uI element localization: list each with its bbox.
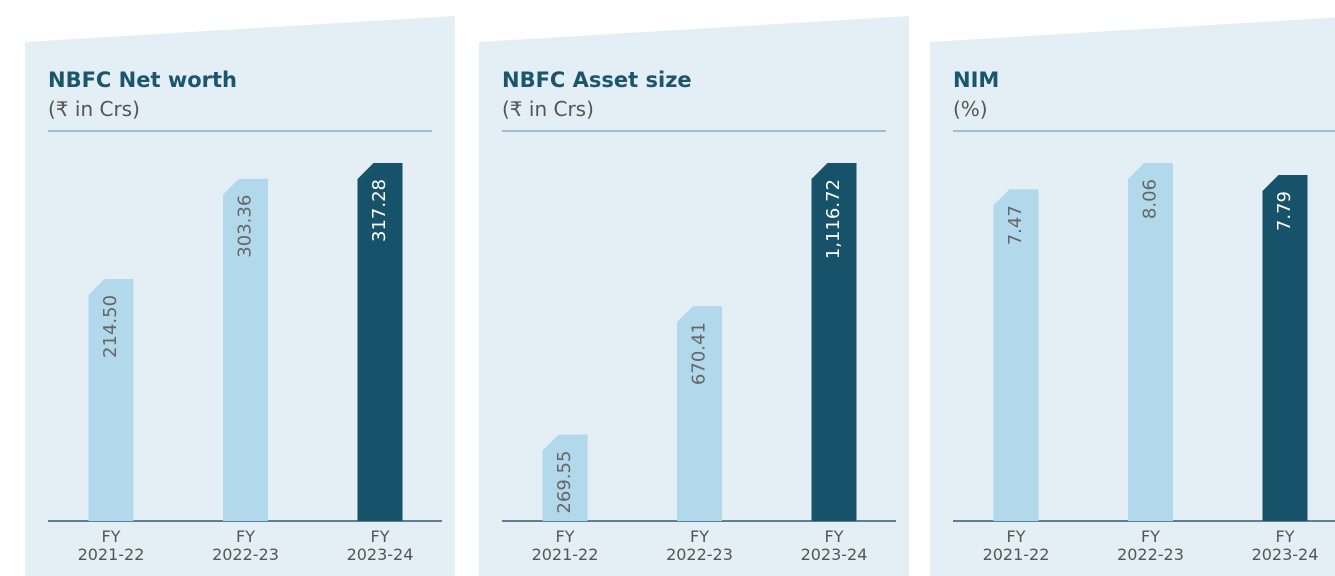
value-label: 269.55 [554,451,575,514]
value-label: 1,116.72 [823,179,844,259]
bar [677,306,722,521]
chart-title: NBFC Net worth [48,68,237,92]
chart-title: NBFC Asset size [502,68,692,92]
x-tick-label: FY 2022-23 [666,527,733,564]
value-label: 303.36 [235,195,256,258]
bar [223,178,268,521]
chart-subtitle: (₹ in Crs) [502,97,594,121]
bar [1128,163,1173,521]
bar [88,278,134,521]
value-label: 317.28 [369,179,390,242]
value-label: 214.50 [100,295,121,358]
bar [811,163,857,521]
x-tick-label: FY 2023-24 [800,527,868,564]
value-label: 8.06 [1140,179,1161,219]
value-label: 7.79 [1274,191,1295,231]
chart-subtitle: (₹ in Crs) [48,97,140,121]
x-tick-label: FY 2021-22 [77,527,145,564]
x-tick-label: FY 2022-23 [1117,527,1184,564]
value-label: 670.41 [689,322,710,385]
x-tick-label: FY 2021-22 [982,527,1050,564]
x-tick-label: FY 2023-24 [346,527,414,564]
x-tick-label: FY 2022-23 [212,527,279,564]
chart-title: NIM [953,68,1000,92]
bar [357,163,403,521]
bar [993,189,1039,522]
x-tick-label: FY 2021-22 [531,527,599,564]
value-label: 7.47 [1005,205,1026,245]
bar [1262,174,1308,521]
x-tick-label: FY 2023-24 [1251,527,1319,564]
chart-subtitle: (%) [953,97,988,121]
bar [542,434,588,521]
